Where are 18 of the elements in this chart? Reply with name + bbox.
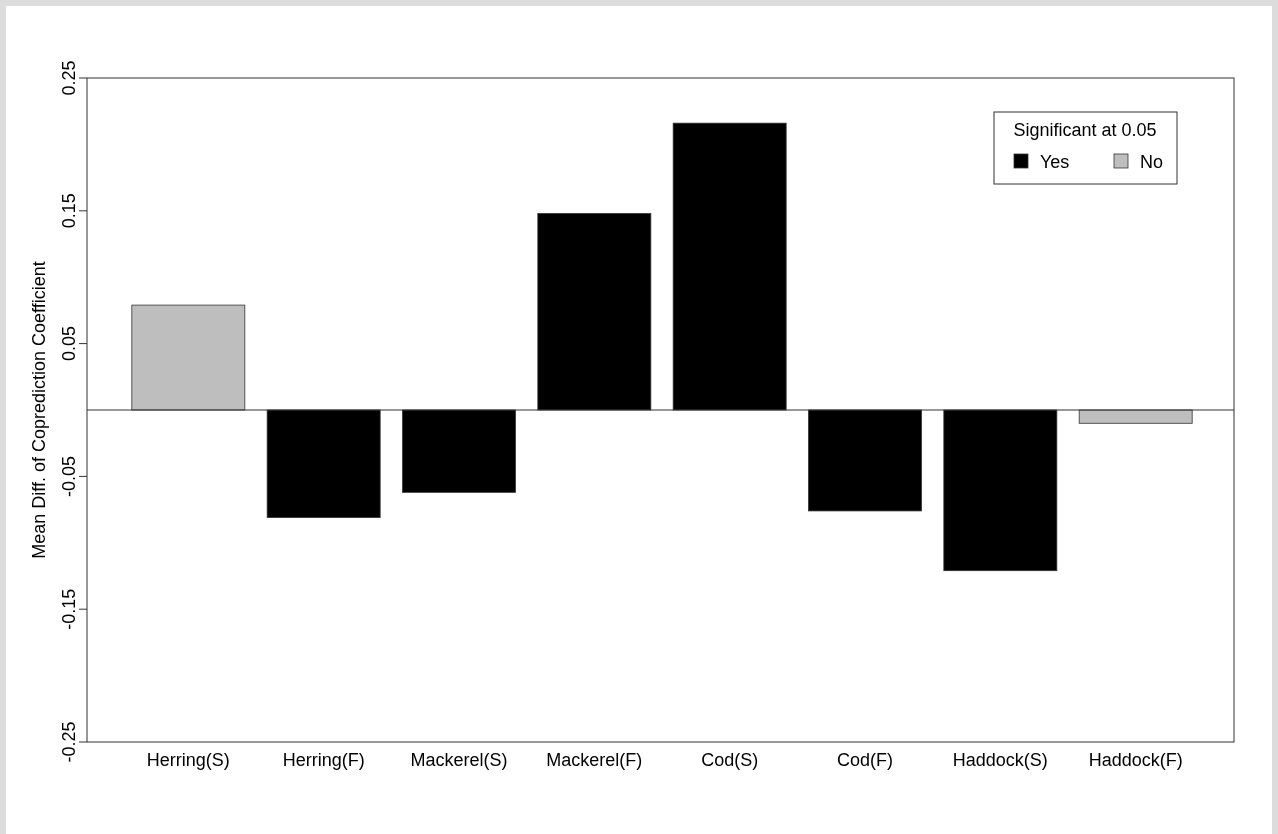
legend-title: Significant at 0.05 xyxy=(1013,120,1157,140)
legend-label: Yes xyxy=(1040,152,1070,172)
y-tick-label: 0.05 xyxy=(59,326,79,362)
x-tick-label: Cod(S) xyxy=(701,750,759,770)
legend-label: No xyxy=(1140,152,1164,172)
x-tick-label: Herring(S) xyxy=(146,750,230,770)
y-tick-label: -0.15 xyxy=(59,588,79,630)
x-tick-label: Haddock(S) xyxy=(952,750,1048,770)
x-tick-label: Herring(F) xyxy=(282,750,365,770)
y-tick-label: 0.15 xyxy=(59,193,79,229)
x-tick-label: Mackerel(F) xyxy=(546,750,643,770)
x-tick-label: Cod(F) xyxy=(836,750,894,770)
y-tick-label: -0.05 xyxy=(59,455,79,497)
x-tick-label: Mackerel(S) xyxy=(410,750,508,770)
x-tick-label: Haddock(F) xyxy=(1088,750,1183,770)
y-tick-label: -0.25 xyxy=(59,721,79,763)
y-axis-title: Mean Diff. of Coprediction Coefficient xyxy=(29,261,49,559)
y-tick-label: 0.25 xyxy=(59,60,79,96)
